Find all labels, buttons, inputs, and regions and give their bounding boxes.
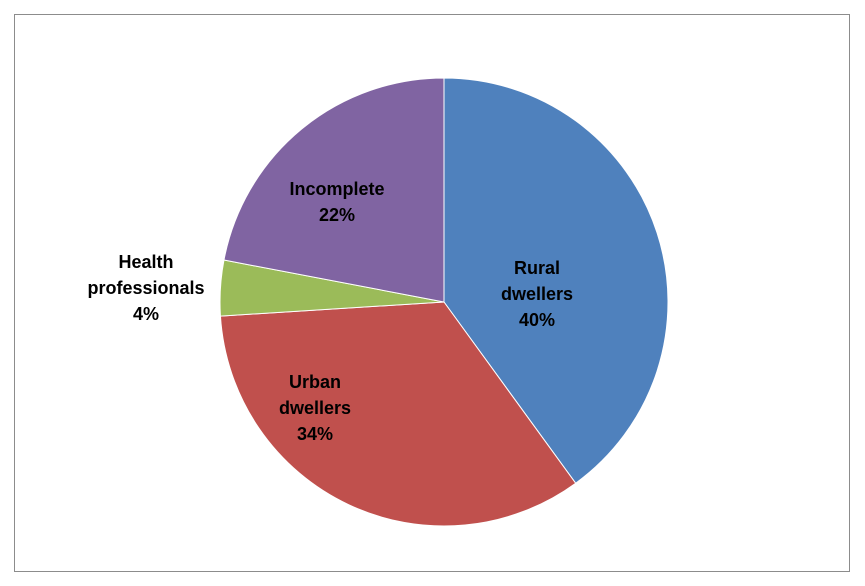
slice-label-rural-dwellers: Rural dwellers 40% [501,258,573,330]
slice-category-label: dwellers [279,398,351,418]
slice-percent-label: 4% [133,304,159,324]
pie-slice-incomplete [223,77,445,303]
pie-slices [219,77,669,527]
slice-category-label: dwellers [501,284,573,304]
slice-label-urban-dwellers: Urban dwellers 34% [279,372,351,444]
slice-label-health-professionals: Health professionals 4% [87,252,204,324]
slice-label-incomplete: Incomplete 22% [289,179,384,225]
pie-slice-urban-dwellers [219,301,577,527]
slice-category-label: Rural [514,258,560,278]
pie-labels: Rural dwellers 40% Urban dwellers 34% Health pr… [87,179,573,444]
pie-slice-rural-dwellers [443,77,669,484]
slice-category-label: Urban [289,372,341,392]
slice-category-label: professionals [87,278,204,298]
slice-category-label: Health [118,252,173,272]
slice-percent-label: 40% [519,310,555,330]
slice-category-label: Incomplete [289,179,384,199]
slice-percent-label: 34% [297,424,333,444]
slice-percent-label: 22% [319,205,355,225]
